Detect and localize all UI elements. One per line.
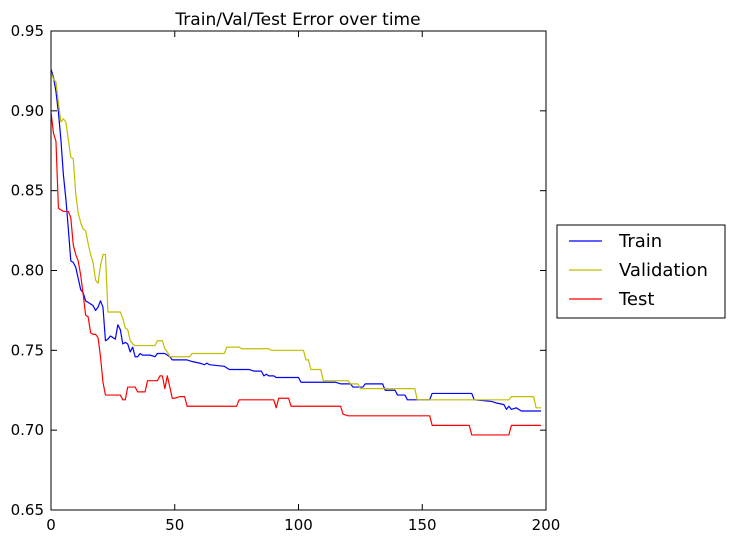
series-line-validation xyxy=(50,72,542,409)
series-line-test xyxy=(50,112,542,436)
series-layer xyxy=(50,69,542,436)
legend-label-validation: Validation xyxy=(619,260,708,281)
y-tick-label: 0.95 xyxy=(11,22,44,40)
y-tick-label: 0.85 xyxy=(11,182,44,200)
x-tick-label: 50 xyxy=(165,516,184,534)
y-tick-label: 0.80 xyxy=(11,262,44,280)
legend-label-test: Test xyxy=(618,289,654,310)
chart-title: Train/Val/Test Error over time xyxy=(174,10,420,30)
x-tick-label: 150 xyxy=(408,516,437,534)
legend-label-train: Train xyxy=(618,231,662,252)
y-tick-label: 0.65 xyxy=(11,501,44,519)
y-tick-label: 0.75 xyxy=(11,341,44,359)
legend: Train Validation Test xyxy=(556,224,726,319)
x-tick-label: 0 xyxy=(46,516,56,534)
ticks-layer: 0 50 100 150 200 0.65 0.70 0.75 0.80 0.85 0.90 0.95 xyxy=(11,22,561,534)
series-line-train xyxy=(50,69,542,412)
x-tick-label: 100 xyxy=(284,516,313,534)
y-tick-label: 0.90 xyxy=(11,102,44,120)
y-tick-label: 0.70 xyxy=(11,421,44,439)
x-tick-label: 200 xyxy=(532,516,561,534)
